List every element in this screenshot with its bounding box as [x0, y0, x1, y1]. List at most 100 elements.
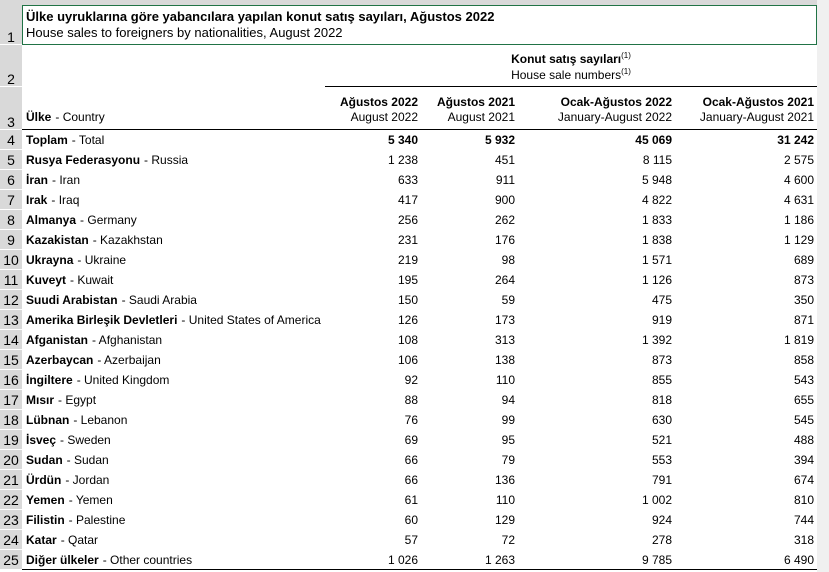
country: Kuveyt - Kuwait — [26, 273, 113, 288]
country-tr: Irak — [26, 193, 48, 207]
country-en: - Jordan — [65, 473, 110, 487]
cell-value: 1 126 — [641, 273, 672, 287]
cell-value: 911 — [495, 173, 515, 187]
country-tr: Filistin — [26, 513, 65, 527]
row-number: 15 — [0, 350, 22, 370]
country-tr: Katar — [26, 533, 57, 547]
country-en: - Kazakhstan — [92, 233, 163, 247]
column-header-en: January-August 2022 — [557, 110, 672, 124]
column-header: Ocak-Ağustos 2022 — [560, 95, 672, 109]
country-tr: Suudi Arabistan — [26, 293, 118, 307]
cell-value: 818 — [651, 393, 672, 407]
cell-value: 9 785 — [641, 553, 672, 567]
cell-value: 350 — [793, 293, 814, 307]
row-number: 7 — [0, 190, 22, 210]
note: (1) — [621, 51, 631, 60]
country: Azerbaycan - Azerbaijan — [26, 353, 161, 368]
country: Almanya - Germany — [26, 213, 137, 228]
row-number: 16 — [0, 370, 22, 390]
country-en: - Yemen — [68, 493, 113, 507]
cell-value: 924 — [651, 513, 672, 527]
country-header-tr: Ülke — [26, 110, 52, 124]
cell-value: 630 — [651, 413, 672, 427]
cell-value: 318 — [793, 533, 814, 547]
column-header: Ağustos 2022 — [339, 95, 418, 109]
cell-value: 45 069 — [635, 133, 672, 147]
country-en: - Lebanon — [73, 413, 128, 427]
group-subtitle: House sale numbers — [511, 68, 622, 82]
country-tr: Lübnan — [26, 413, 70, 427]
country: Kazakistan - Kazakhstan — [26, 233, 163, 248]
country-en: - Iran — [52, 173, 81, 187]
cell-value: 689 — [793, 253, 814, 267]
cell-value: 475 — [651, 293, 672, 307]
country-tr: Azerbaycan — [26, 353, 94, 367]
country-en: - Egypt — [58, 393, 97, 407]
country-en: - United Kingdom — [76, 373, 170, 387]
row-number: 5 — [0, 150, 22, 170]
country: Ukrayna - Ukraine — [26, 253, 126, 268]
country: Yemen - Yemen — [26, 493, 113, 508]
cell-value: 791 — [651, 473, 672, 487]
cell-value: 76 — [404, 413, 418, 427]
cell-value: 417 — [397, 193, 418, 207]
cell-value: 1 238 — [387, 153, 418, 167]
country-tr: Kuveyt — [26, 273, 67, 287]
cell-value: 1 571 — [641, 253, 672, 267]
cell-value: 176 — [494, 233, 515, 247]
country: Mısır - Egypt — [26, 393, 96, 408]
cell-value: 871 — [793, 313, 814, 327]
cell-value: 136 — [494, 473, 515, 487]
cell-value: 873 — [651, 353, 672, 367]
country: Filistin - Palestine — [26, 513, 125, 528]
cell-value: 59 — [501, 293, 515, 307]
country-en: - Azerbaijan — [97, 353, 161, 367]
cell-value: 264 — [494, 273, 515, 287]
cell-value: 278 — [651, 533, 672, 547]
cell-value: 79 — [501, 453, 515, 467]
row-number: 10 — [0, 250, 22, 270]
cell-value: 1 186 — [783, 213, 814, 227]
cell-value: 1 026 — [387, 553, 418, 567]
row-number: 20 — [0, 450, 22, 470]
column-header-en: August 2021 — [447, 110, 515, 124]
cell-value: 72 — [501, 533, 515, 547]
country-en: - Russia — [144, 153, 189, 167]
cell-value: 94 — [501, 393, 515, 407]
row-number: 18 — [0, 410, 22, 430]
row-number: 23 — [0, 510, 22, 530]
row-number: 21 — [0, 470, 22, 490]
cell-value: 106 — [397, 353, 418, 367]
row-number: 4 — [0, 130, 22, 150]
country-en: - Qatar — [60, 533, 99, 547]
country: İngiltere - United Kingdom — [26, 373, 169, 388]
cell-value: 231 — [397, 233, 418, 247]
country-en: - Kuwait — [70, 273, 114, 287]
country-tr: Kazakistan — [26, 233, 89, 247]
country: Diğer ülkeler - Other countries — [26, 553, 192, 568]
cell-value: 69 — [404, 433, 418, 447]
country-en: - Total — [71, 133, 105, 147]
selected-cell — [22, 5, 817, 45]
country: İran - Iran — [26, 173, 80, 188]
cell-value: 521 — [651, 433, 672, 447]
country-tr: Yemen — [26, 493, 65, 507]
cell-value: 5 932 — [484, 133, 515, 147]
row-number: 2 — [0, 45, 22, 87]
country-en: - Afghanistan — [92, 333, 163, 347]
country-en: - Germany — [80, 213, 137, 227]
country: Irak - Iraq — [26, 193, 79, 208]
column-header-en: August 2022 — [350, 110, 418, 124]
country: İsveç - Sweden — [26, 433, 111, 448]
country-en: - Ukraine — [77, 253, 127, 267]
row-number: 22 — [0, 490, 22, 510]
cell-value: 219 — [397, 253, 418, 267]
country-tr: İsveç — [26, 433, 57, 447]
cell-value: 919 — [651, 313, 672, 327]
country-tr: Amerika Birleşik Devletleri — [26, 313, 178, 327]
country-tr: Sudan — [26, 453, 63, 467]
cell-value: 98 — [501, 253, 515, 267]
row-number: 8 — [0, 210, 22, 230]
country: Lübnan - Lebanon — [26, 413, 127, 428]
cell-value: 66 — [404, 453, 418, 467]
